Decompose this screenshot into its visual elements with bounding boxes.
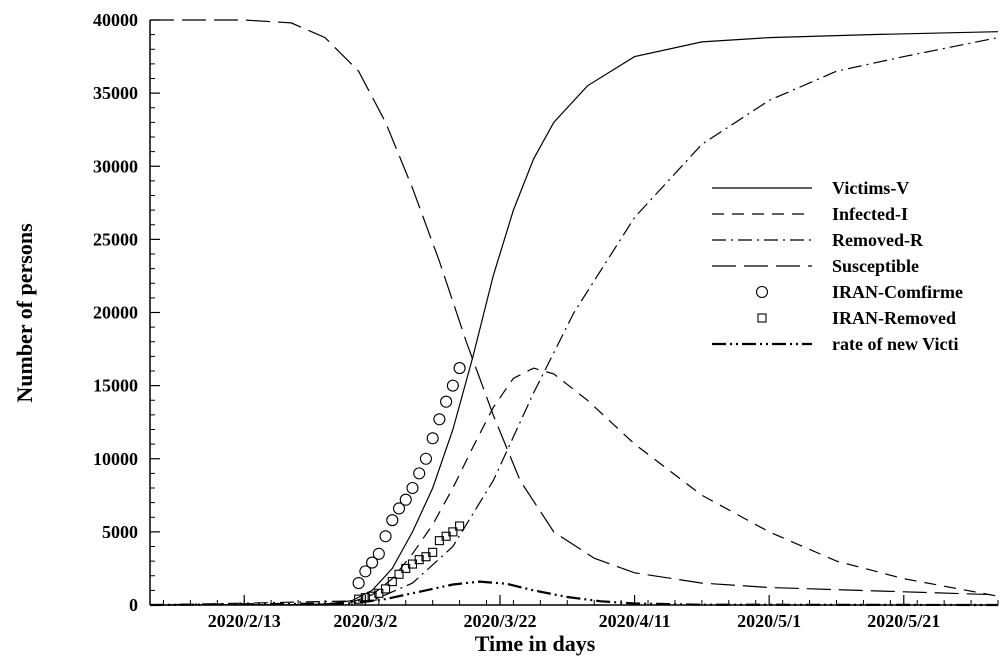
data-point-iran-comfirme xyxy=(446,379,459,392)
y-tick-label: 20000 xyxy=(93,303,138,323)
legend-label-susceptible: Susceptible xyxy=(832,256,919,276)
data-point-iran-removed xyxy=(381,584,391,594)
data-point-iran-removed xyxy=(354,594,364,604)
y-tick-label: 35000 xyxy=(93,83,138,103)
data-point-iran-comfirme xyxy=(419,452,432,465)
data-point-iran-removed xyxy=(387,577,397,587)
series-layer xyxy=(149,19,999,607)
x-tick-label: 2020/5/1 xyxy=(737,611,801,631)
series-line-infected-i xyxy=(149,367,999,606)
y-tick-label: 40000 xyxy=(93,10,138,30)
y-tick-label: 10000 xyxy=(93,449,138,469)
data-point-iran-comfirme xyxy=(386,514,399,527)
data-point-iran-comfirme xyxy=(406,481,419,495)
data-point-iran-comfirme xyxy=(366,556,379,569)
y-tick-label: 25000 xyxy=(93,229,138,249)
y-axis-title: Number of persons xyxy=(12,223,37,403)
data-point-iran-comfirme xyxy=(372,547,385,560)
series-line-rate-of-new-victi xyxy=(149,580,999,607)
data-point-iran-comfirme xyxy=(392,502,406,515)
x-axis: 2020/2/13 2020/3/2 2020/3/22 2020/4/11 2020/… xyxy=(162,595,999,631)
data-point-iran-removed xyxy=(428,547,438,557)
y-tick-label: 30000 xyxy=(93,156,138,176)
data-point-iran-comfirme xyxy=(440,395,453,408)
legend-label-victims-v: Victims-V xyxy=(832,178,909,198)
data-point-iran-removed xyxy=(448,527,458,537)
y-tick-label: 0 xyxy=(129,595,138,615)
data-point-iran-comfirme xyxy=(426,432,439,445)
legend-label-removed-r: Removed-R xyxy=(832,230,924,250)
data-point-iran-comfirme xyxy=(359,565,372,578)
data-point-iran-comfirme xyxy=(413,467,426,480)
data-point-iran-comfirme xyxy=(433,413,446,426)
x-tick-label: 2020/3/22 xyxy=(463,611,536,631)
x-axis-title: Time in days xyxy=(475,631,596,656)
y-tick-label: 15000 xyxy=(93,376,138,396)
x-tick-label: 2020/4/11 xyxy=(599,611,671,631)
data-point-iran-removed xyxy=(414,555,424,565)
y-tick-label: 5000 xyxy=(102,522,138,542)
series-line-susceptible xyxy=(150,19,999,596)
legend-label-iran-removed: IRAN-Removed xyxy=(832,308,956,328)
data-point-iran-comfirme xyxy=(399,493,412,506)
x-tick-label: 2020/3/2 xyxy=(333,611,397,631)
legend: Victims-V Infected-I Removed-R Susceptible I… xyxy=(712,178,963,354)
data-point-iran-comfirme xyxy=(352,577,365,590)
x-tick-label: 2020/2/13 xyxy=(208,611,281,631)
x-tick-label: 2020/5/21 xyxy=(867,611,940,631)
data-point-iran-removed xyxy=(394,569,404,579)
legend-label-iran-comfirme: IRAN-Comfirme xyxy=(832,282,963,302)
legend-label-infected-i: Infected-I xyxy=(832,204,908,224)
legend-swatch-iran-comfirme xyxy=(755,285,769,299)
y-axis: 0 5000 10000 15000 20000 25000 30000 35000 40000 xyxy=(93,10,160,615)
data-point-iran-removed xyxy=(455,521,465,531)
data-point-iran-comfirme xyxy=(379,530,392,543)
series-line-victims-v xyxy=(149,31,999,606)
legend-label-rate-of-new-victi: rate of new Victi xyxy=(832,334,958,354)
legend-swatch-iran-removed xyxy=(757,313,767,323)
data-point-iran-comfirme xyxy=(453,362,466,375)
series-line-removed-r xyxy=(149,37,999,606)
